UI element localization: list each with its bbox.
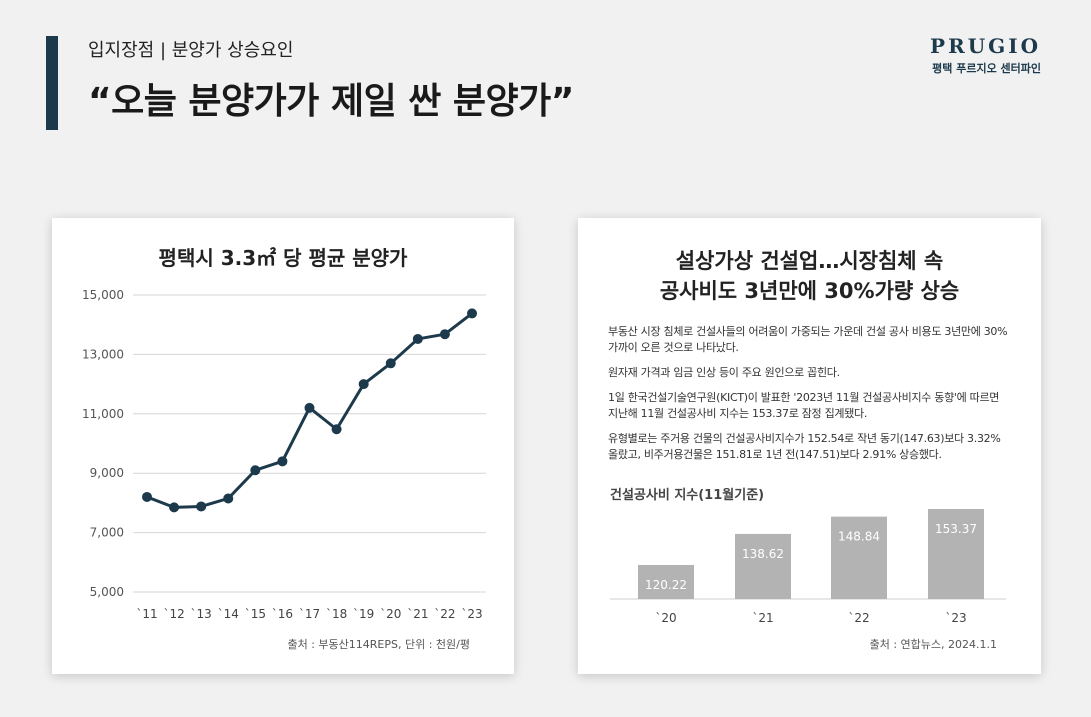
news-title-line2: 공사비도 3년만에 30%가량 상승 xyxy=(659,279,960,303)
logo-wordmark: PRUGIO xyxy=(930,34,1041,58)
news-title-line1: 설상가상 건설업…시장침체 속 xyxy=(675,249,944,273)
x-tick-label: `21 xyxy=(407,607,428,621)
bar-value-label: 138.62 xyxy=(742,547,784,561)
price-chart-card: 평택시 3.3㎡ 당 평균 분양가 15,000 13,000 11,000 9,00… xyxy=(52,218,514,674)
x-tick-label: `14 xyxy=(218,607,239,621)
accent-bar xyxy=(46,36,58,130)
line-chart-title: 평택시 3.3㎡ 당 평균 분양가 xyxy=(158,246,408,270)
bar-chart: 120.22 `20 138.62 `21 148.84 `22 153.37 `23 xyxy=(610,509,1006,625)
news-paragraph: 유형별로는 주거용 건물의 건설공사비지수가 152.54로 작년 동기(147… xyxy=(608,432,1001,461)
x-tick-label: `19 xyxy=(353,607,374,621)
x-tick-label: `18 xyxy=(326,607,347,621)
data-point xyxy=(142,491,152,502)
x-tick-label: `23 xyxy=(945,611,966,625)
news-paragraph: 원자재 가격과 임금 인상 등이 주요 원인으로 꼽힌다. xyxy=(608,366,840,379)
x-tick-label: `12 xyxy=(163,607,184,621)
bar-value-label: 120.22 xyxy=(645,578,687,592)
y-tick-label: 15,000 xyxy=(82,288,124,302)
news-body: 부동산 시장 침체로 건설사들의 어려움이 가중되는 가운데 건설 공사 비용도… xyxy=(608,324,1008,472)
x-tick-label: `15 xyxy=(245,607,266,621)
bar xyxy=(638,565,694,599)
line-chart: 15,000 13,000 11,000 9,000 7,000 5,000 `11 `12 `… xyxy=(82,288,486,621)
y-tick-label: 9,000 xyxy=(90,466,124,480)
news-paragraph: 1일 한국건설기술연구원(KICT)이 발표한 '2023년 11월 건설공사비… xyxy=(608,391,1000,420)
data-point xyxy=(331,424,342,435)
news-paragraph: 부동산 시장 침체로 건설사들의 어려움이 가중되는 가운데 건설 공사 비용도… xyxy=(608,325,1008,354)
y-tick-label: 13,000 xyxy=(82,347,124,361)
logo-subtitle: 평택 푸르지오 센터파인 xyxy=(932,62,1041,75)
bar-value-label: 148.84 xyxy=(838,530,880,544)
y-tick-label: 5,000 xyxy=(90,585,124,599)
line-chart-source: 출처 : 부동산114REPS, 단위 : 천원/평 xyxy=(287,638,470,651)
data-point xyxy=(385,358,396,369)
y-tick-label: 7,000 xyxy=(90,526,124,540)
data-point xyxy=(277,456,288,467)
page-headline: “오늘 분양가가 제일 싼 분양가” xyxy=(88,81,574,122)
data-point xyxy=(250,465,261,476)
data-point xyxy=(169,502,180,513)
data-point xyxy=(358,379,369,390)
news-card: 설상가상 건설업…시장침체 속 공사비도 3년만에 30%가량 상승 부동산 시… xyxy=(578,218,1041,674)
x-tick-label: `20 xyxy=(380,607,401,621)
bar xyxy=(831,516,887,599)
x-tick-label: `20 xyxy=(655,611,676,625)
data-point xyxy=(467,308,477,319)
news-source: 출처 : 연합뉴스, 2024.1.1 xyxy=(869,638,997,651)
y-tick-label: 11,000 xyxy=(82,407,124,421)
data-point xyxy=(223,493,234,504)
x-tick-label: `11 xyxy=(136,607,157,621)
data-point xyxy=(196,501,207,512)
data-point xyxy=(412,333,423,344)
x-tick-label: `17 xyxy=(299,607,320,621)
page-kicker: 입지장점 | 분양가 상승요인 xyxy=(88,40,294,61)
bar-chart-title: 건설공사비 지수(11월기준) xyxy=(610,488,765,503)
x-tick-label: `16 xyxy=(272,607,293,621)
data-point xyxy=(304,402,315,413)
brand-logo: PRUGIO 평택 푸르지오 센터파인 xyxy=(930,34,1041,76)
bar xyxy=(735,533,791,599)
news-title: 설상가상 건설업…시장침체 속 공사비도 3년만에 30%가량 상승 xyxy=(578,246,1041,306)
x-tick-label: `23 xyxy=(461,607,482,621)
x-tick-label: `22 xyxy=(434,607,455,621)
x-tick-label: `13 xyxy=(191,607,212,621)
x-tick-label: `21 xyxy=(752,611,773,625)
bar-value-label: 153.37 xyxy=(935,522,977,536)
bar xyxy=(928,509,984,599)
data-point xyxy=(439,329,450,340)
x-tick-label: `22 xyxy=(848,611,869,625)
